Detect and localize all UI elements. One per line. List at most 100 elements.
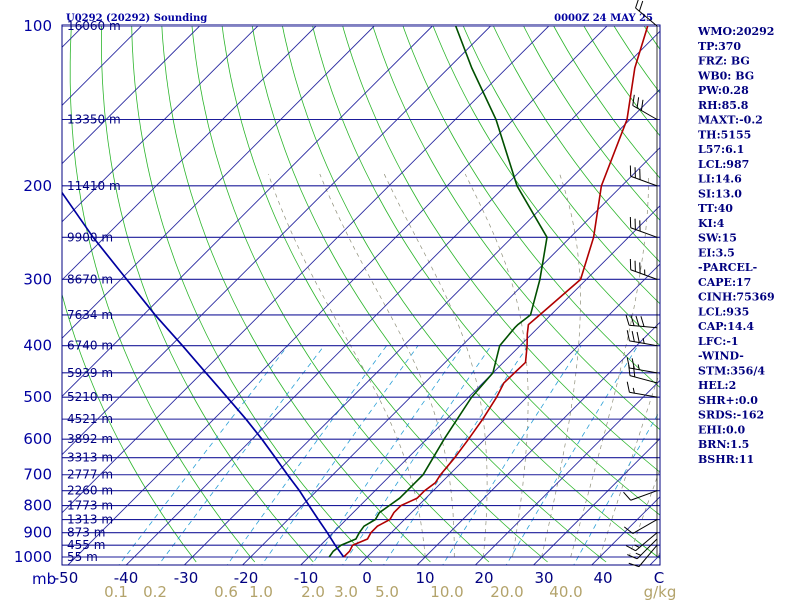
temperature-tick-label: 40 (593, 569, 612, 587)
temperature-tick-label: -10 (294, 569, 319, 587)
wind-barb-half (637, 364, 640, 370)
pressure-tick-label: 1000 (14, 548, 52, 566)
temperature-tick-label: -40 (114, 569, 139, 587)
wind-barb-flag (631, 358, 635, 369)
height-label: 55 m (67, 550, 98, 564)
wind-barb-flag (625, 314, 630, 326)
height-label: 1773 m (67, 499, 113, 513)
mixing-ratio-tick-label: 3.0 (334, 583, 358, 600)
mixing-ratio-line (505, 345, 639, 565)
isotherm-line (62, 26, 259, 223)
dry-adiabat-line (69, 26, 256, 563)
isotherm-line (62, 26, 317, 281)
temperature-tick-label: 10 (415, 569, 434, 587)
height-label: 11410 m (67, 179, 121, 193)
wind-barb-shaft (632, 519, 658, 534)
temperature-tick-label: C (654, 569, 664, 587)
mixing-ratio-tick-label: 40.0 (549, 583, 582, 600)
temperature-line (343, 26, 649, 558)
mixing-ratio-tick-labels: 0.1 0.2 0.6 1.0 2.0 3.0 5.0 10.0 20.0 40.0 g/kg (104, 583, 676, 600)
isotherm-line (62, 26, 375, 339)
wind-barb-flag (635, 0, 639, 9)
isotherm-line (62, 26, 200, 165)
mixing-ratio-line (383, 345, 529, 565)
pressure-tick-label: 300 (23, 270, 52, 288)
pressure-tick-label: 500 (23, 388, 52, 406)
index-line: STM:356/4 (698, 364, 765, 377)
plot-frame (61, 24, 661, 566)
height-label: 5939 m (67, 366, 113, 380)
dry-adiabat-line (251, 26, 607, 563)
mixing-ratio-tick-label: 2.0 (301, 583, 325, 600)
dry-adiabat-line (432, 26, 660, 347)
temperature-tick-label: 0 (362, 569, 372, 587)
wind-barb (623, 519, 658, 534)
pressure-tick-label: 800 (23, 497, 52, 515)
index-line: HEL:2 (698, 379, 736, 392)
index-line: SI:13.0 (698, 187, 742, 200)
temperature-tick-label: -20 (234, 569, 259, 587)
wind-barb (632, 94, 658, 120)
moist-adiabat-line (570, 174, 649, 558)
index-line: WMO:20292 (697, 25, 774, 38)
dry-adiabat-line (161, 26, 431, 563)
wind-barb-flag (627, 554, 638, 560)
wind-barb-half (632, 387, 635, 394)
dry-adiabat-line (583, 26, 660, 137)
height-label: 1313 m (67, 513, 113, 527)
dry-adiabat-line (101, 26, 314, 563)
moist-adiabat-line (319, 173, 455, 557)
chart-title-left: U0292 (20292) Sounding (66, 13, 207, 24)
wind-barb-flag (640, 316, 645, 327)
wind-barb (625, 314, 658, 329)
index-line: WB0: BG (697, 69, 754, 82)
temperature-tick-label: -50 (54, 569, 79, 587)
wind-barb-flag (626, 330, 630, 341)
mixing-ratio-line (261, 345, 419, 565)
wind-barb-flag (623, 526, 634, 534)
wind-barb (627, 538, 658, 560)
wind-barb (629, 165, 658, 187)
dry-adiabat-line (372, 26, 660, 431)
temperature-tick-labels: -50 -40 -30 -20 -10 0 10 20 30 40 C (54, 569, 664, 587)
index-line: L57:6.1 (698, 143, 744, 156)
height-label: 873 m (67, 526, 105, 540)
wind-barb-half (635, 552, 641, 556)
height-label: 3313 m (67, 451, 113, 465)
dewpoint-line (328, 26, 548, 558)
height-label: 6740 m (67, 339, 113, 353)
pressure-unit-label: mb (32, 570, 56, 588)
index-line: -WIND- (698, 350, 744, 363)
plot-area (62, 26, 660, 565)
mixing-ratio-tick-label: 0.6 (214, 583, 238, 600)
index-line: CINH:75369 (698, 291, 775, 304)
wind-barb (626, 330, 658, 347)
height-labels: 16060 m 13350 m 11410 m 9900 m 8670 m 7634 m 6… (67, 19, 121, 564)
wind-barb (623, 490, 658, 501)
pressure-tick-label: 900 (23, 524, 52, 542)
height-label: 4521 m (67, 412, 113, 426)
wind-barb (635, 0, 658, 27)
mixing-ratio-line (311, 345, 464, 565)
pressure-tick-label: 700 (23, 466, 52, 484)
index-line: CAP:14.4 (698, 320, 754, 333)
wind-barb (626, 357, 658, 374)
dry-adiabat-line (191, 26, 490, 563)
index-line: TP:370 (698, 40, 741, 53)
wind-barb-flag (631, 331, 635, 342)
index-line: RH:85.8 (698, 99, 749, 112)
height-label: 2260 m (67, 484, 113, 498)
dry-adiabat-line (402, 26, 660, 389)
dry-adiabat-line (312, 26, 660, 516)
moist-adiabat-line (464, 173, 529, 558)
mixing-ratio-tick-label: 1.0 (249, 583, 273, 600)
moist-adiabat-line (267, 173, 426, 558)
moist-adiabat-line (599, 369, 660, 558)
height-label: 2777 m (67, 468, 113, 482)
pressure-tick-label: 200 (23, 177, 52, 195)
index-line: BSHR:11 (698, 453, 754, 466)
wind-barb (626, 381, 658, 398)
index-line: PW:0.28 (698, 84, 749, 97)
wind-barb-shaft (638, 544, 658, 567)
